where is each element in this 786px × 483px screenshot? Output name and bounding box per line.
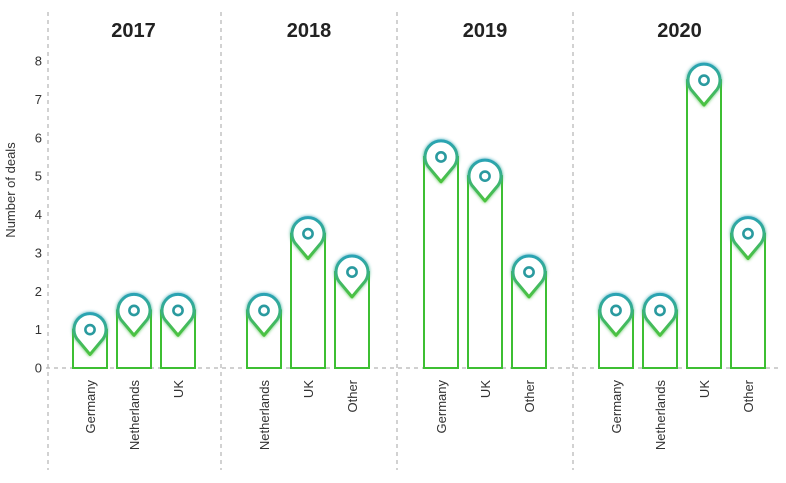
pin-dot: [742, 227, 754, 240]
x-category-label: UK: [171, 380, 186, 398]
y-axis: 0 1 2 3 4 5 6 7 8: [35, 54, 42, 376]
y-tick-label: 7: [35, 92, 42, 107]
bar: [686, 79, 722, 369]
bar: [467, 175, 503, 369]
x-category-label: Germany: [609, 380, 624, 434]
panel-2018: 2018 Netherlands UK Other: [246, 20, 370, 451]
bar: [423, 155, 459, 369]
pin-dot: [523, 266, 535, 278]
map-pin-icon: [511, 254, 547, 299]
y-tick-label: 3: [35, 245, 42, 260]
pin-dot: [128, 304, 140, 317]
x-category-label: UK: [301, 380, 316, 398]
chart-panels: 2017 Germany Netherlands UK 2018 Netherlands U…: [72, 20, 766, 451]
x-category-label: Other: [522, 379, 537, 412]
map-pin-icon: [730, 216, 766, 260]
pin-dot: [479, 170, 491, 183]
x-category-label: Netherlands: [257, 380, 272, 451]
map-pin-icon: [334, 254, 370, 299]
x-category-label: UK: [697, 380, 712, 398]
x-category-label: UK: [478, 380, 493, 398]
pin-dot: [84, 323, 96, 336]
y-tick-label: 1: [35, 322, 42, 337]
y-tick-label: 8: [35, 54, 42, 69]
x-category-label: Other: [741, 379, 756, 412]
map-pin-icon: [598, 292, 634, 337]
pin-dot: [698, 74, 710, 87]
y-axis-label: Number of deals: [3, 142, 18, 238]
x-category-label: Netherlands: [653, 380, 668, 451]
map-pin-icon: [423, 139, 459, 184]
map-pin-icon: [467, 158, 503, 203]
pin-dot: [346, 266, 358, 278]
pin-dot: [258, 304, 270, 317]
y-tick-label: 5: [35, 169, 42, 184]
map-pin-icon: [642, 292, 678, 337]
panel-title: 2020: [657, 20, 702, 42]
panel-2017: 2017 Germany Netherlands UK: [72, 20, 196, 451]
y-tick-label: 4: [35, 207, 42, 222]
panel-2020: 2020 Germany Netherlands UK Other: [598, 20, 766, 451]
x-category-label: Netherlands: [127, 380, 142, 451]
pin-dot: [610, 304, 622, 317]
x-category-label: Germany: [83, 380, 98, 434]
pin-dot: [172, 304, 184, 317]
x-category-label: Other: [345, 379, 360, 412]
panel-2019: 2019 Germany UK Other: [423, 20, 547, 434]
x-category-label: Germany: [434, 380, 449, 434]
y-tick-label: 6: [35, 130, 42, 145]
map-pin-icon: [290, 216, 326, 260]
panel-title: 2019: [463, 20, 508, 42]
panel-dividers: [46, 12, 782, 470]
map-pin-icon: [72, 312, 108, 356]
y-tick-label: 2: [35, 284, 42, 299]
pin-dot: [302, 227, 314, 240]
map-pin-icon: [116, 292, 152, 337]
pin-dot: [654, 304, 666, 317]
y-tick-label: 0: [35, 361, 42, 376]
map-pin-icon: [246, 292, 282, 337]
panel-title: 2018: [287, 20, 332, 42]
panel-title: 2017: [111, 20, 156, 42]
pin-dot: [435, 151, 447, 163]
map-pin-icon: [160, 292, 196, 337]
map-pin-icon: [686, 62, 722, 107]
